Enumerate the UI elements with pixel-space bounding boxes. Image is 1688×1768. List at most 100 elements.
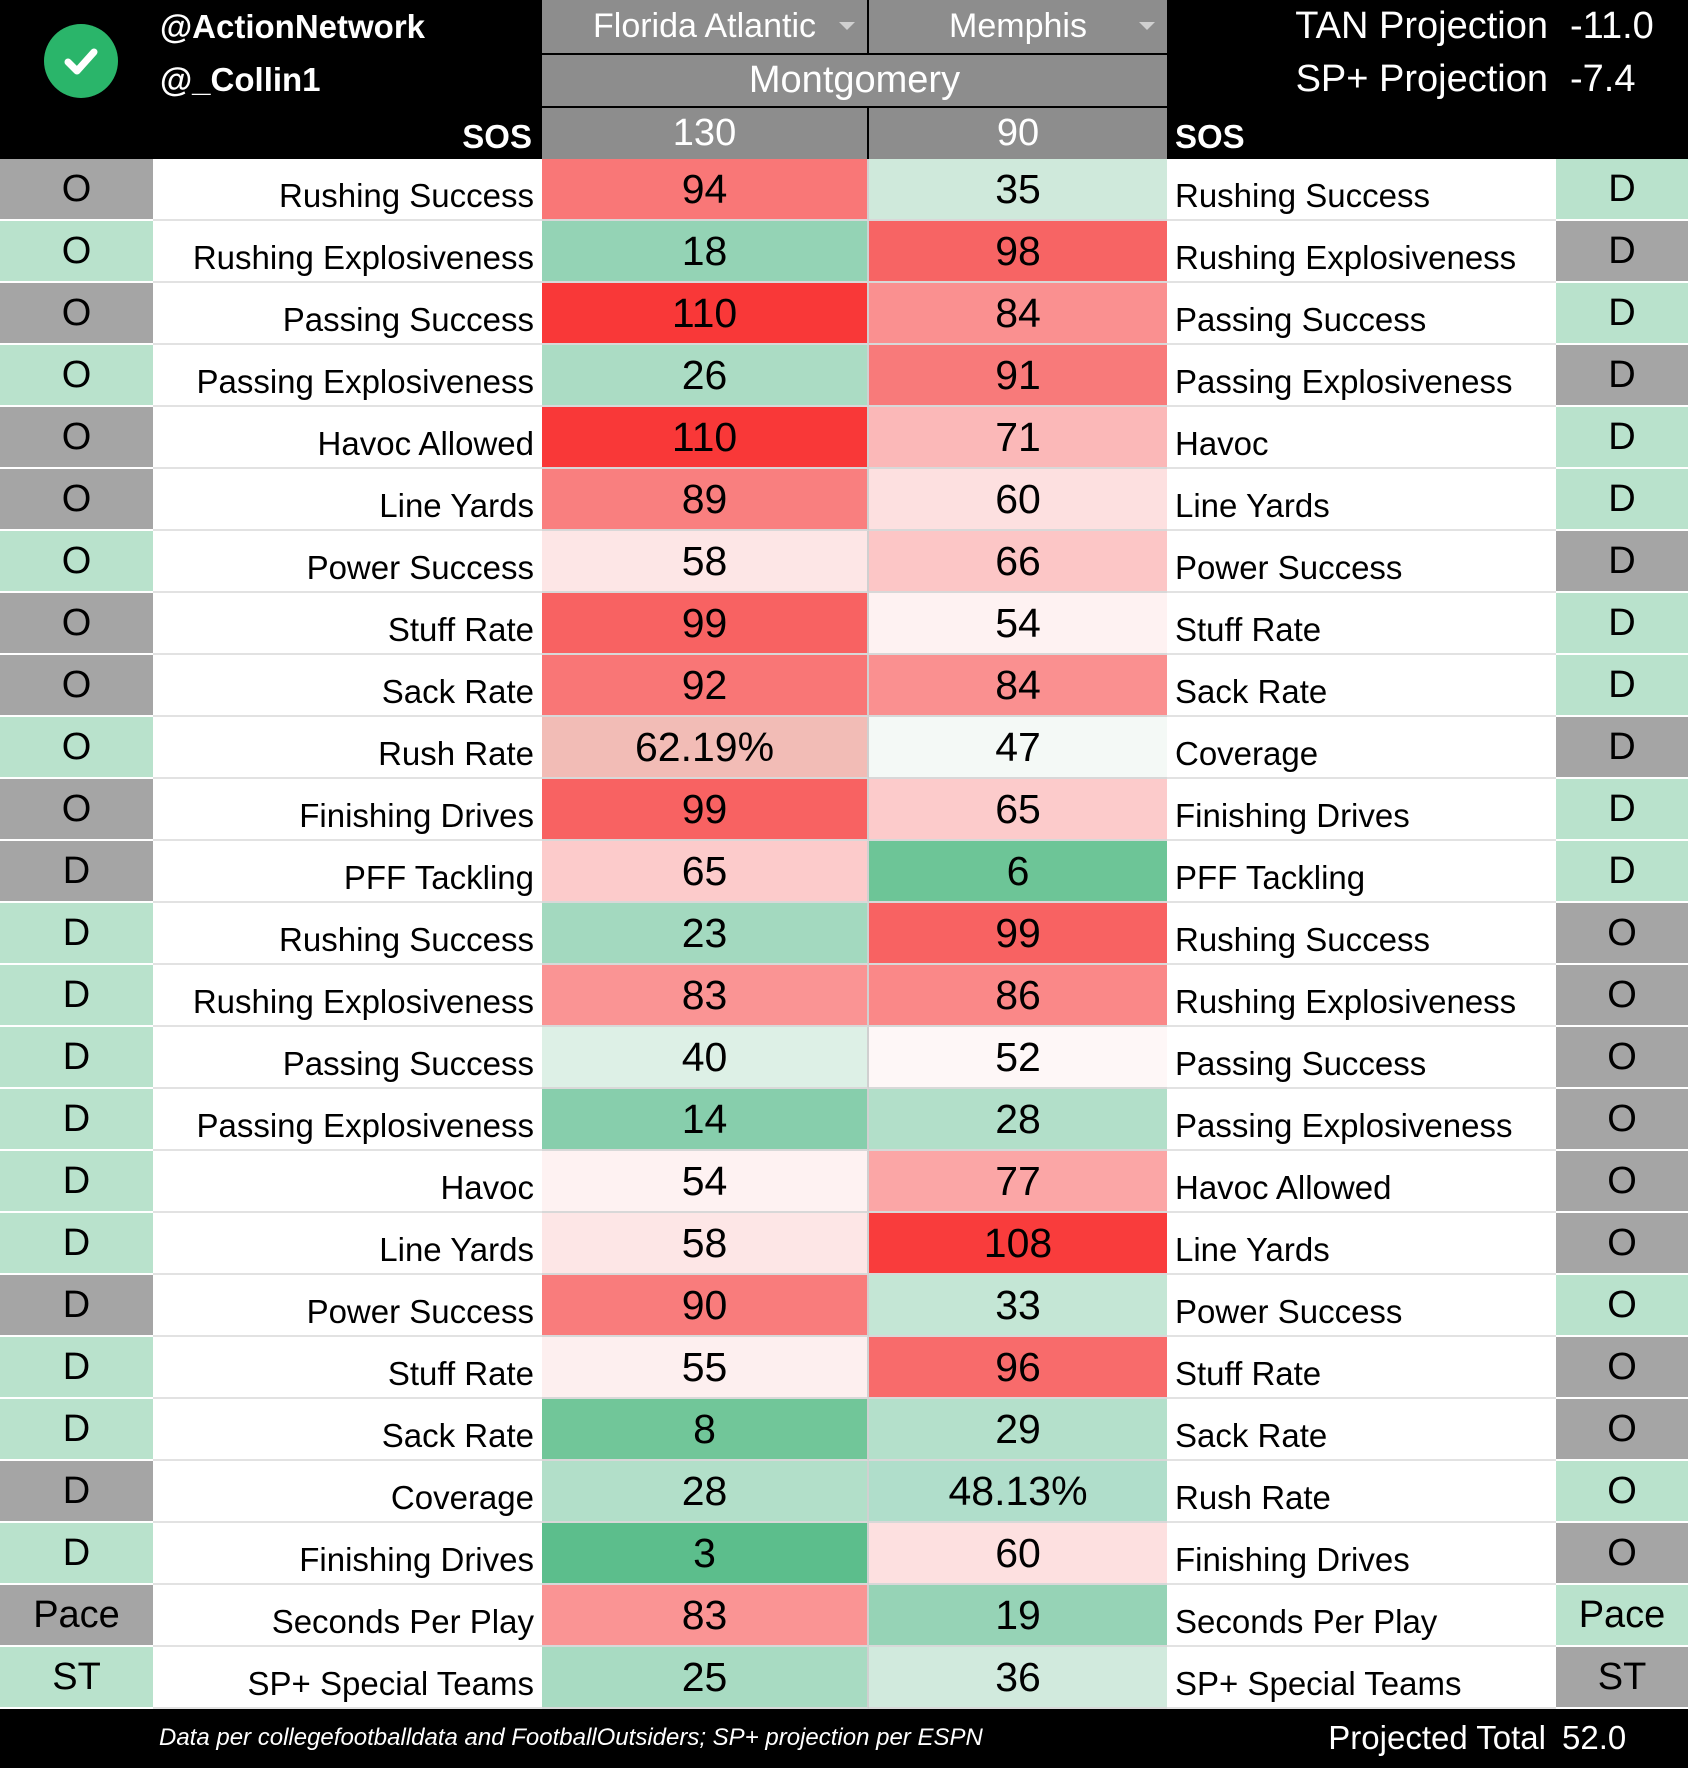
stat-value-team-a: 55 <box>542 1337 869 1399</box>
stat-value-team-a: 99 <box>542 593 869 655</box>
unit-label-team-a: ST <box>0 1647 153 1709</box>
stat-value-team-a: 23 <box>542 903 869 965</box>
metric-label-team-b: Passing Success <box>1167 283 1556 345</box>
stat-value-team-b: 28 <box>869 1089 1167 1151</box>
metric-label-team-a: Passing Success <box>153 1027 542 1089</box>
metric-label-team-b: SP+ Special Teams <box>1167 1647 1556 1709</box>
stat-value-team-b: 108 <box>869 1213 1167 1275</box>
metric-label-team-b: Finishing Drives <box>1167 779 1556 841</box>
handle-action-network: @ActionNetwork <box>160 7 426 45</box>
unit-label-team-a: O <box>0 283 153 345</box>
stat-value-team-b: 84 <box>869 655 1167 717</box>
unit-label-team-a: O <box>0 655 153 717</box>
sos-label-right: SOS <box>1175 117 1245 155</box>
unit-label-team-a: D <box>0 1027 153 1089</box>
stat-value-team-b: 98 <box>869 221 1167 283</box>
stat-value-team-a: 3 <box>542 1523 869 1585</box>
unit-label-team-a: D <box>0 1275 153 1337</box>
metric-label-team-b: Line Yards <box>1167 1213 1556 1275</box>
stat-value-team-b: 84 <box>869 283 1167 345</box>
stat-value-team-b: 65 <box>869 779 1167 841</box>
unit-label-team-a: D <box>0 1213 153 1275</box>
stat-value-team-a: 94 <box>542 159 869 221</box>
stat-value-team-b: 52 <box>869 1027 1167 1089</box>
stat-value-team-b: 60 <box>869 1523 1167 1585</box>
tan-projection-value: -11.0 <box>1570 5 1654 47</box>
stat-value-team-a: 83 <box>542 965 869 1027</box>
metric-label-team-a: Line Yards <box>153 469 542 531</box>
check-circle-icon <box>44 24 118 98</box>
stat-value-team-b: 6 <box>869 841 1167 903</box>
unit-label-team-b: D <box>1556 655 1688 717</box>
sp-projection-label: SP+ Projection <box>1295 58 1548 100</box>
metric-label-team-b: Rush Rate <box>1167 1461 1556 1523</box>
team-a-select[interactable]: Florida Atlantic <box>542 0 869 53</box>
unit-label-team-b: O <box>1556 1399 1688 1461</box>
unit-label-team-b: Pace <box>1556 1585 1688 1647</box>
metric-label-team-a: Havoc <box>153 1151 542 1213</box>
unit-label-team-b: O <box>1556 1151 1688 1213</box>
handle-collin: @_Collin1 <box>160 60 321 98</box>
unit-label-team-b: D <box>1556 469 1688 531</box>
unit-label-team-a: O <box>0 407 153 469</box>
unit-label-team-a: D <box>0 1399 153 1461</box>
metric-label-team-b: PFF Tackling <box>1167 841 1556 903</box>
stat-value-team-b: 48.13% <box>869 1461 1167 1523</box>
metric-label-team-a: Power Success <box>153 531 542 593</box>
stat-value-team-b: 86 <box>869 965 1167 1027</box>
unit-label-team-a: D <box>0 841 153 903</box>
metric-label-team-b: Havoc <box>1167 407 1556 469</box>
stat-value-team-a: 92 <box>542 655 869 717</box>
stat-value-team-b: 29 <box>869 1399 1167 1461</box>
metric-label-team-b: Rushing Success <box>1167 159 1556 221</box>
sos-value-team-b: 90 <box>869 106 1167 159</box>
unit-label-team-b: D <box>1556 221 1688 283</box>
unit-label-team-b: ST <box>1556 1647 1688 1709</box>
unit-label-team-a: O <box>0 345 153 407</box>
metric-label-team-a: Line Yards <box>153 1213 542 1275</box>
projected-total-value: 52.0 <box>1562 1719 1627 1756</box>
stat-value-team-a: 62.19% <box>542 717 869 779</box>
stat-value-team-a: 8 <box>542 1399 869 1461</box>
stat-value-team-a: 110 <box>542 283 869 345</box>
metric-label-team-a: Havoc Allowed <box>153 407 542 469</box>
metric-label-team-a: Rushing Success <box>153 159 542 221</box>
stat-value-team-b: 77 <box>869 1151 1167 1213</box>
stat-value-team-b: 99 <box>869 903 1167 965</box>
unit-label-team-a: D <box>0 1523 153 1585</box>
unit-label-team-b: D <box>1556 345 1688 407</box>
stat-value-team-a: 110 <box>542 407 869 469</box>
unit-label-team-b: D <box>1556 159 1688 221</box>
stat-value-team-b: 19 <box>869 1585 1167 1647</box>
unit-label-team-a: O <box>0 159 153 221</box>
header-spacer <box>1556 106 1688 159</box>
unit-label-team-b: O <box>1556 965 1688 1027</box>
metric-label-team-a: Coverage <box>153 1461 542 1523</box>
stat-value-team-b: 54 <box>869 593 1167 655</box>
unit-label-team-b: O <box>1556 1089 1688 1151</box>
metric-label-team-b: Sack Rate <box>1167 1399 1556 1461</box>
team-b-select[interactable]: Memphis <box>869 0 1167 53</box>
unit-label-team-b: O <box>1556 1275 1688 1337</box>
unit-label-team-b: D <box>1556 531 1688 593</box>
unit-label-team-b: D <box>1556 593 1688 655</box>
unit-label-team-a: D <box>0 965 153 1027</box>
metric-label-team-a: Sack Rate <box>153 1399 542 1461</box>
sos-value-team-a: 130 <box>542 106 869 159</box>
metric-label-team-a: Rushing Explosiveness <box>153 965 542 1027</box>
metric-label-team-a: Passing Explosiveness <box>153 345 542 407</box>
stat-value-team-b: 33 <box>869 1275 1167 1337</box>
metric-label-team-a: Rushing Explosiveness <box>153 221 542 283</box>
stat-value-team-a: 58 <box>542 1213 869 1275</box>
unit-label-team-a: O <box>0 717 153 779</box>
unit-label-team-a: Pace <box>0 1585 153 1647</box>
unit-label-team-b: O <box>1556 903 1688 965</box>
metric-label-team-b: Finishing Drives <box>1167 1523 1556 1585</box>
footer-note: Data per collegefootballdata and Footbal… <box>159 1724 983 1751</box>
footer-spacer <box>0 1709 153 1767</box>
sp-projection-value: -7.4 <box>1570 58 1636 100</box>
stat-value-team-a: 99 <box>542 779 869 841</box>
metric-label-team-a: Rush Rate <box>153 717 542 779</box>
stat-value-team-a: 28 <box>542 1461 869 1523</box>
